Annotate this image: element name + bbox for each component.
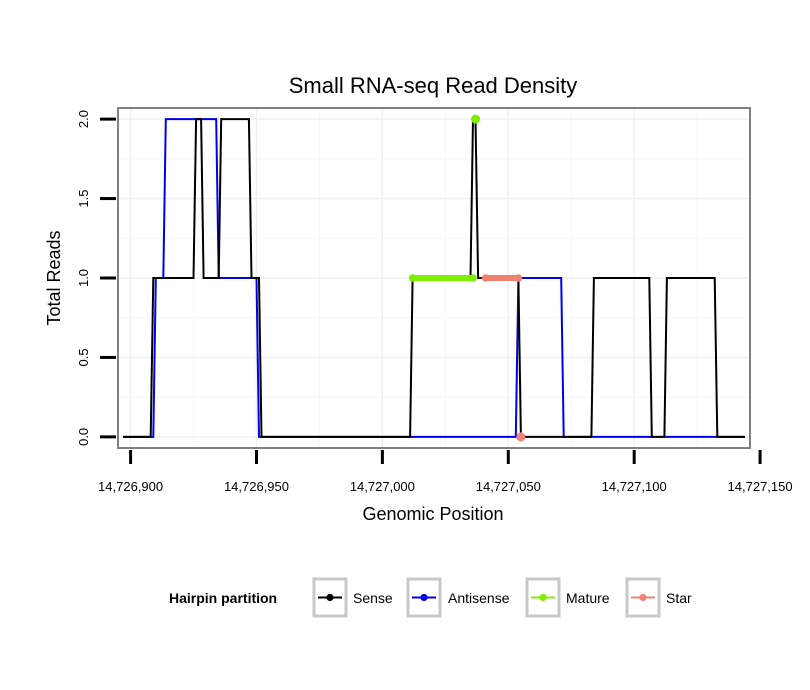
legend-key-point-sense [326, 593, 334, 602]
legend-key-point-mature [539, 593, 547, 602]
y-tick-label: 1.0 [76, 269, 91, 287]
y-axis-title: Total Reads [44, 230, 64, 325]
series-point-star [516, 432, 526, 442]
series-point-mature [408, 274, 417, 282]
chart-title: Small RNA-seq Read Density [289, 73, 578, 98]
series-point-star [481, 274, 490, 282]
x-axis-title: Genomic Position [362, 504, 503, 524]
x-tick-label: 14,727,050 [476, 479, 541, 494]
series-layer [123, 114, 745, 442]
series-point-star [514, 274, 523, 282]
axes: 14,726,900 14,726,950 14,727,000 14,727,050… [76, 110, 793, 494]
y-tick-label: 1.5 [76, 190, 91, 208]
y-tick-label: 2.0 [76, 110, 91, 128]
series-point-mature [471, 114, 481, 124]
legend-label-star: Star [666, 590, 692, 606]
x-tick-label: 14,727,000 [350, 479, 415, 494]
legend-title: Hairpin partition [169, 590, 277, 606]
x-tick-label: 14,727,100 [602, 479, 667, 494]
legend: Hairpin partition Sense Antisense Mature St… [169, 577, 692, 618]
legend-key-point-star [639, 593, 647, 602]
legend-key-point-antisense [420, 593, 428, 602]
legend-label-sense: Sense [353, 590, 393, 606]
legend-label-antisense: Antisense [448, 590, 510, 606]
x-tick-label: 14,726,900 [98, 479, 163, 494]
y-tick-label: 0.5 [76, 348, 91, 366]
x-tick-label: 14,727,150 [728, 479, 793, 494]
y-tick-label: 0.0 [76, 428, 91, 446]
legend-label-mature: Mature [566, 590, 610, 606]
x-tick-label: 14,726,950 [224, 479, 289, 494]
series-point-mature [469, 274, 477, 282]
plot-border [117, 107, 751, 449]
